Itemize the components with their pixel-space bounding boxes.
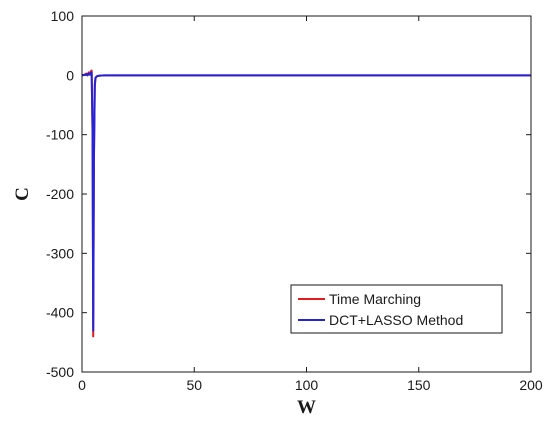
y-tick-label: -500 [46, 364, 74, 380]
y-axis-label: C [12, 187, 33, 201]
y-tick-label: 100 [51, 8, 75, 24]
x-tick-label: 0 [78, 377, 86, 393]
legend-label-dct-lasso: DCT+LASSO Method [329, 312, 463, 328]
series-line-dct-lasso-method [81, 71, 531, 332]
x-axis-label: W [297, 397, 316, 418]
y-tick-label: -300 [46, 245, 74, 261]
legend-box [290, 284, 503, 334]
y-tick-label: -100 [46, 127, 74, 143]
plot-frame [81, 15, 532, 373]
y-tick-label: 0 [66, 67, 74, 83]
legend: Time Marching DCT+LASSO Method [290, 284, 503, 334]
ticks: 0 50 100 150 200 -500 -400 -300 -200 -100 0 100 [46, 8, 543, 393]
x-tick-label: 50 [186, 377, 202, 393]
x-tick-label: 200 [519, 377, 543, 393]
y-tick-label: -400 [46, 305, 74, 321]
x-tick-label: 150 [407, 377, 431, 393]
x-tick-label: 100 [295, 377, 319, 393]
y-tick-label: -200 [46, 186, 74, 202]
series-layer [81, 69, 531, 338]
legend-label-time-marching: Time Marching [329, 291, 421, 307]
